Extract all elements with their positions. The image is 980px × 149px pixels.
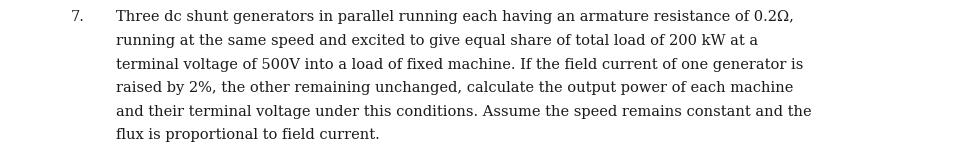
Text: 7.: 7.: [71, 10, 84, 24]
Text: raised by 2%, the other remaining unchanged, calculate the output power of each : raised by 2%, the other remaining unchan…: [116, 81, 793, 95]
Text: Three dc shunt generators in parallel running each having an armature resistance: Three dc shunt generators in parallel ru…: [116, 10, 794, 24]
Text: and their terminal voltage under this conditions. Assume the speed remains const: and their terminal voltage under this co…: [116, 105, 811, 119]
Text: running at the same speed and excited to give equal share of total load of 200 k: running at the same speed and excited to…: [116, 34, 758, 48]
Text: terminal voltage of 500V into a load of fixed machine. If the field current of o: terminal voltage of 500V into a load of …: [116, 58, 803, 72]
Text: flux is proportional to field current.: flux is proportional to field current.: [116, 128, 379, 142]
